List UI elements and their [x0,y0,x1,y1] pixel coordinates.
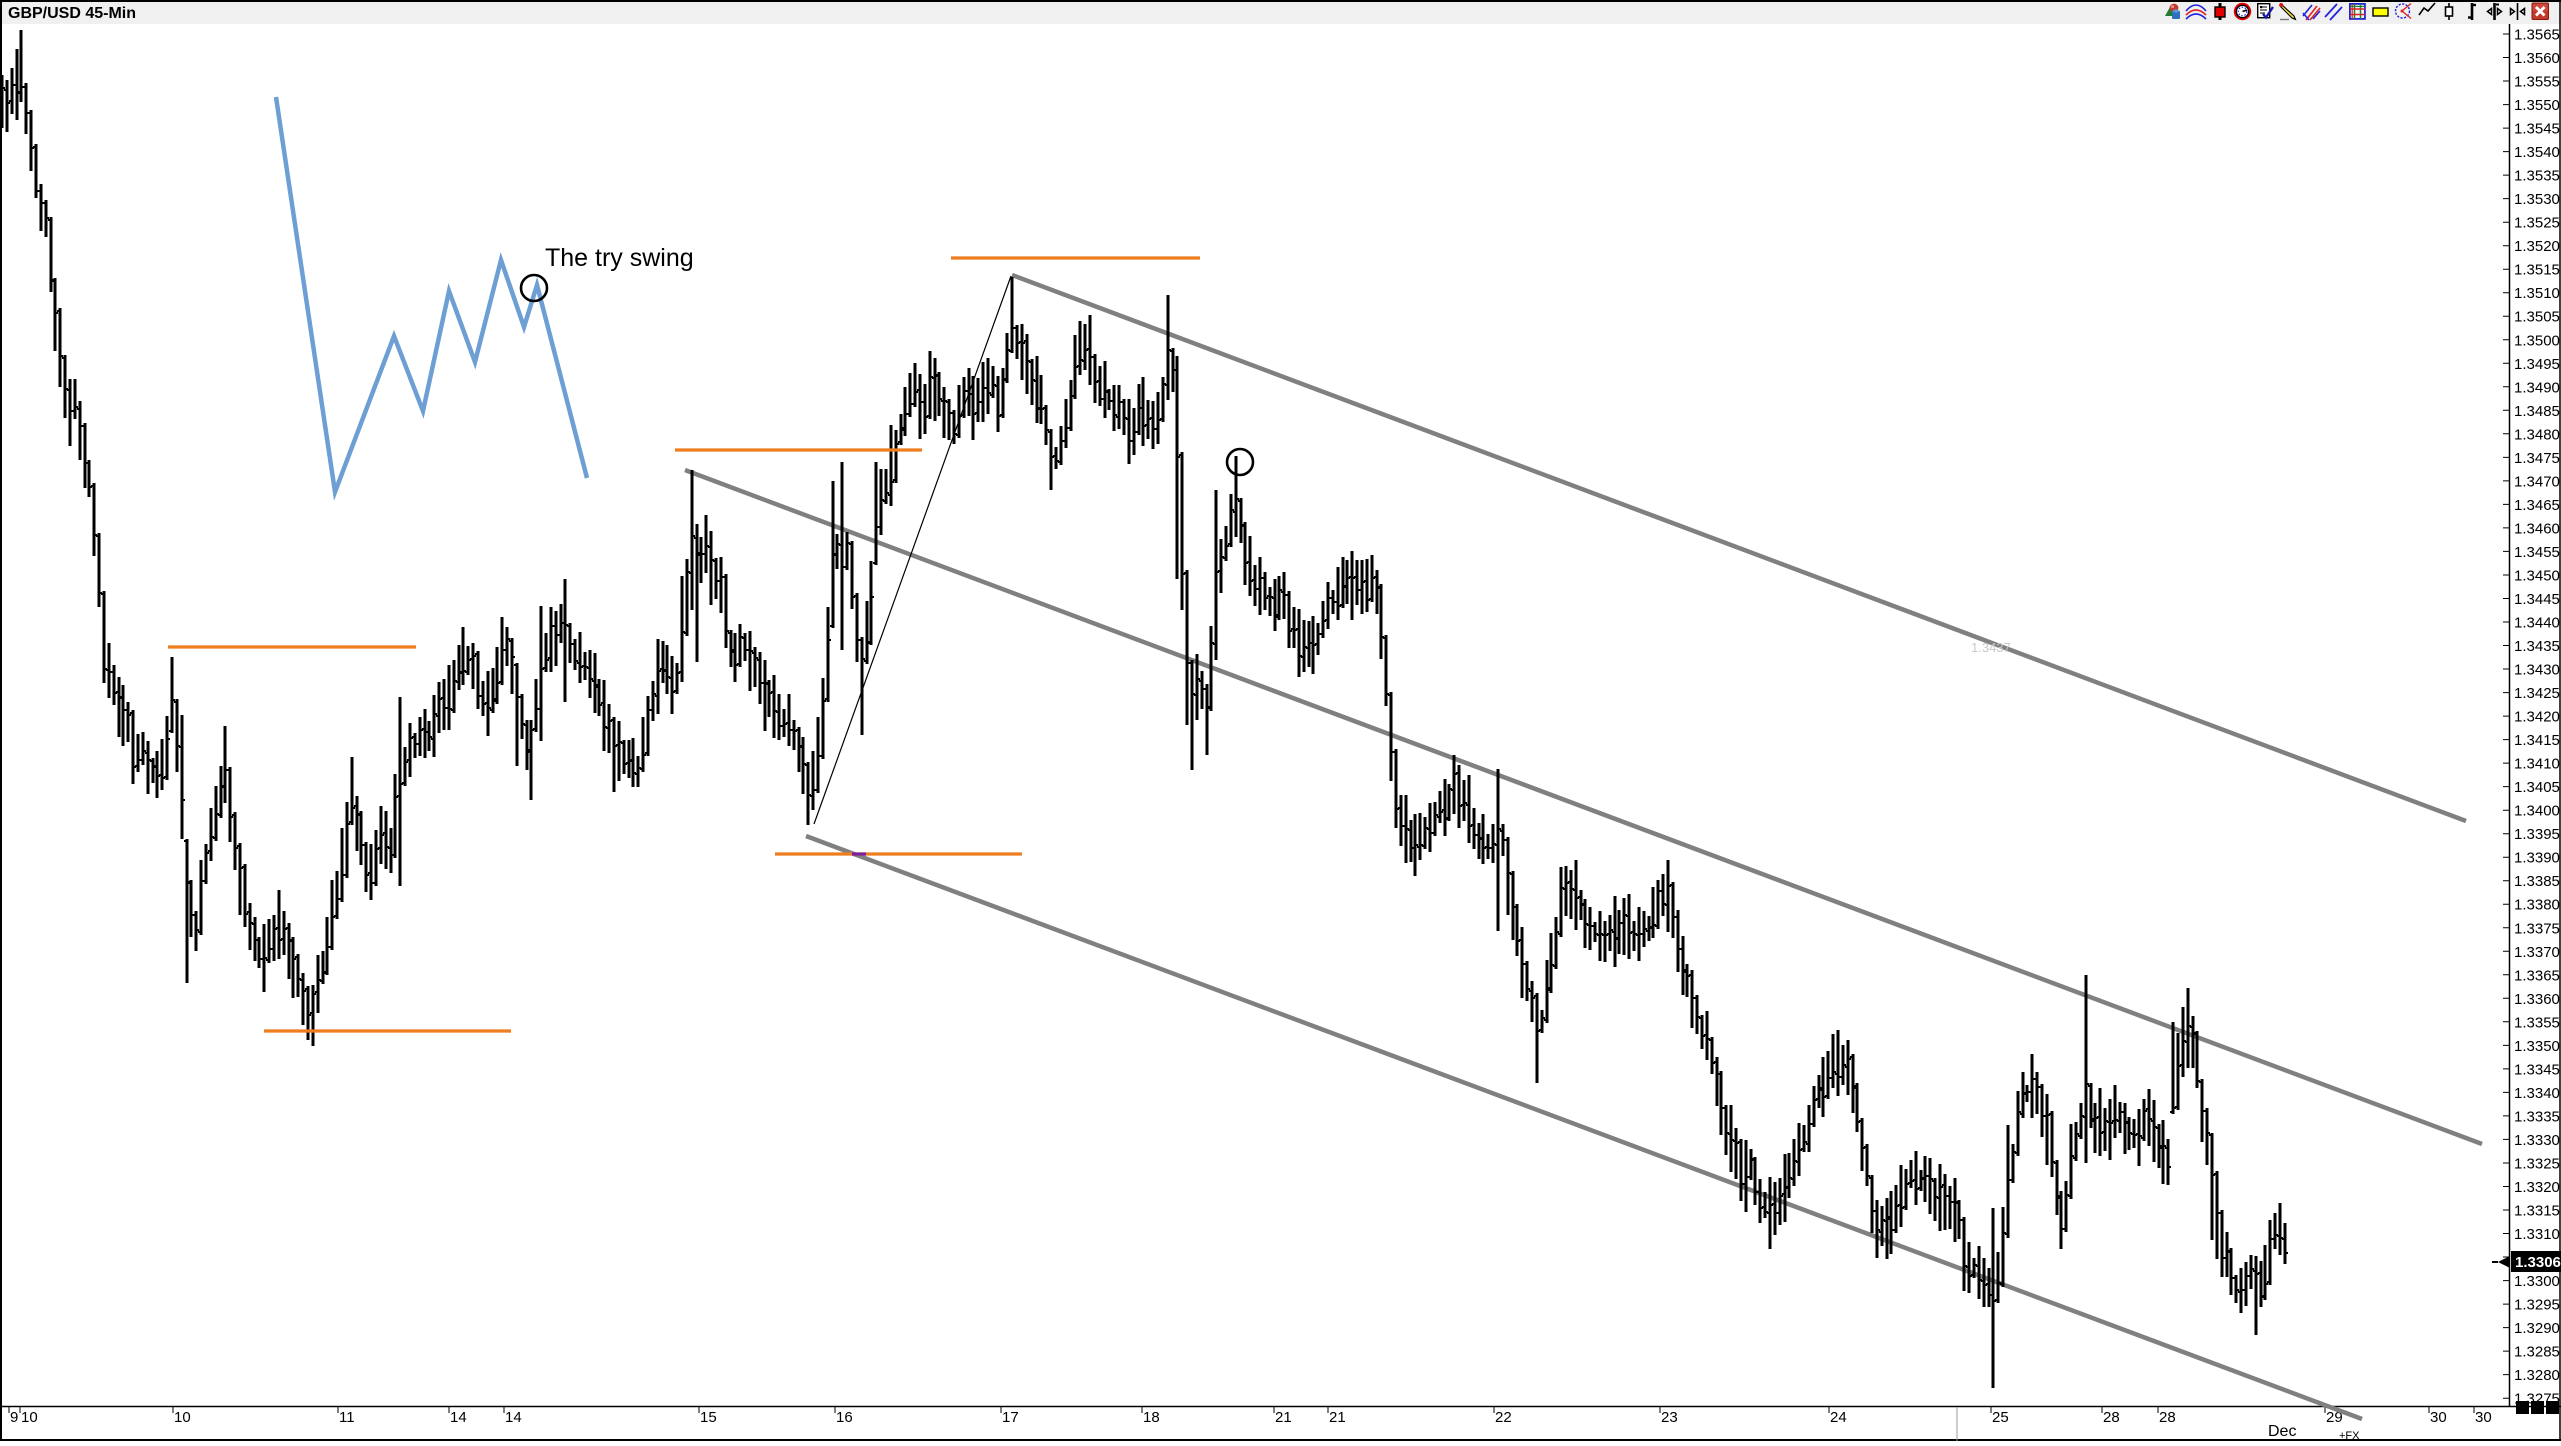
svg-text:1.3360: 1.3360 [2514,991,2560,1008]
svg-text:1.3490: 1.3490 [2514,379,2560,396]
svg-text:1.3525: 1.3525 [2514,215,2560,232]
svg-text:1.3515: 1.3515 [2514,262,2560,279]
svg-text:1.3520: 1.3520 [2514,238,2560,255]
svg-text:16: 16 [836,1409,853,1426]
svg-text:15: 15 [700,1409,717,1426]
svg-text:14: 14 [450,1409,467,1426]
svg-text:1.3280: 1.3280 [2514,1367,2560,1384]
svg-text:1.3425: 1.3425 [2514,685,2560,702]
svg-text:1.3440: 1.3440 [2514,615,2560,632]
svg-text:1.3535: 1.3535 [2514,168,2560,185]
svg-text:21: 21 [1329,1409,1346,1426]
svg-text:GBP/USD 45-Min: GBP/USD 45-Min [8,5,136,22]
svg-text:1.3495: 1.3495 [2514,356,2560,373]
svg-text:1.3400: 1.3400 [2514,803,2560,820]
svg-text:1.3380: 1.3380 [2514,897,2560,914]
svg-text:23: 23 [1661,1409,1678,1426]
svg-text:1.3420: 1.3420 [2514,709,2560,726]
svg-text:1.3320: 1.3320 [2514,1179,2560,1196]
svg-text:1.3300: 1.3300 [2514,1273,2560,1290]
svg-text:1.3437: 1.3437 [1971,640,2011,655]
svg-text:1.3450: 1.3450 [2514,568,2560,585]
svg-text:1.3510: 1.3510 [2514,285,2560,302]
svg-text:The try swing: The try swing [545,244,694,272]
svg-text:25: 25 [1992,1409,2009,1426]
svg-text:1.3310: 1.3310 [2514,1226,2560,1243]
svg-text:1.3560: 1.3560 [2514,50,2560,67]
svg-text:1.3430: 1.3430 [2514,662,2560,679]
svg-text:9: 9 [10,1409,18,1426]
svg-text:1.3385: 1.3385 [2514,873,2560,890]
svg-text:17: 17 [1002,1409,1019,1426]
svg-text:1.3475: 1.3475 [2514,450,2560,467]
svg-text:1.3530: 1.3530 [2514,191,2560,208]
svg-text:1.3370: 1.3370 [2514,944,2560,961]
svg-text:1.3390: 1.3390 [2514,850,2560,867]
svg-text:1.3465: 1.3465 [2514,497,2560,514]
svg-text:30: 30 [2430,1409,2447,1426]
svg-text:1.3545: 1.3545 [2514,121,2560,138]
svg-text:Dec: Dec [2268,1423,2296,1440]
svg-text:14: 14 [505,1409,522,1426]
svg-text:28: 28 [2103,1409,2120,1426]
svg-text:11: 11 [339,1409,355,1426]
svg-text:1.3306: 1.3306 [2515,1254,2561,1271]
svg-text:30: 30 [2475,1409,2492,1426]
svg-text:1.3540: 1.3540 [2514,144,2560,161]
svg-text:29: 29 [2326,1409,2343,1426]
svg-text:1.3325: 1.3325 [2514,1156,2560,1173]
svg-text:1.3550: 1.3550 [2514,97,2560,114]
svg-text:10: 10 [21,1409,38,1426]
svg-text:1.3315: 1.3315 [2514,1203,2560,1220]
svg-text:1.3295: 1.3295 [2514,1297,2560,1314]
svg-text:1.3375: 1.3375 [2514,920,2560,937]
svg-text:10: 10 [174,1409,191,1426]
svg-text:1.3405: 1.3405 [2514,779,2560,796]
svg-text:1.3355: 1.3355 [2514,1014,2560,1031]
svg-text:1.3445: 1.3445 [2514,591,2560,608]
svg-text:28: 28 [2159,1409,2176,1426]
svg-text:+FX: +FX [2339,1430,2360,1441]
svg-text:1.3460: 1.3460 [2514,520,2560,537]
svg-text:1.3340: 1.3340 [2514,1085,2560,1102]
svg-text:1.3285: 1.3285 [2514,1344,2560,1361]
svg-text:1.3505: 1.3505 [2514,309,2560,326]
svg-text:1.3345: 1.3345 [2514,1061,2560,1078]
svg-text:1.3415: 1.3415 [2514,732,2560,749]
svg-text:1.3290: 1.3290 [2514,1320,2560,1337]
svg-text:1.3365: 1.3365 [2514,967,2560,984]
svg-text:1.3480: 1.3480 [2514,426,2560,443]
svg-text:1.3410: 1.3410 [2514,756,2560,773]
svg-text:1.3455: 1.3455 [2514,544,2560,561]
svg-text:1.3555: 1.3555 [2514,74,2560,91]
svg-text:1.3350: 1.3350 [2514,1038,2560,1055]
svg-text:1.3395: 1.3395 [2514,826,2560,843]
svg-text:18: 18 [1143,1409,1160,1426]
svg-text:1.3470: 1.3470 [2514,473,2560,490]
svg-text:21: 21 [1275,1409,1292,1426]
svg-text:1.3330: 1.3330 [2514,1132,2560,1149]
svg-text:22: 22 [1495,1409,1512,1426]
svg-text:1.3485: 1.3485 [2514,403,2560,420]
svg-text:1.3435: 1.3435 [2514,638,2560,655]
svg-text:1.3500: 1.3500 [2514,332,2560,349]
svg-text:1.3565: 1.3565 [2514,27,2560,44]
svg-text:1.3335: 1.3335 [2514,1108,2560,1125]
svg-text:24: 24 [1830,1409,1847,1426]
